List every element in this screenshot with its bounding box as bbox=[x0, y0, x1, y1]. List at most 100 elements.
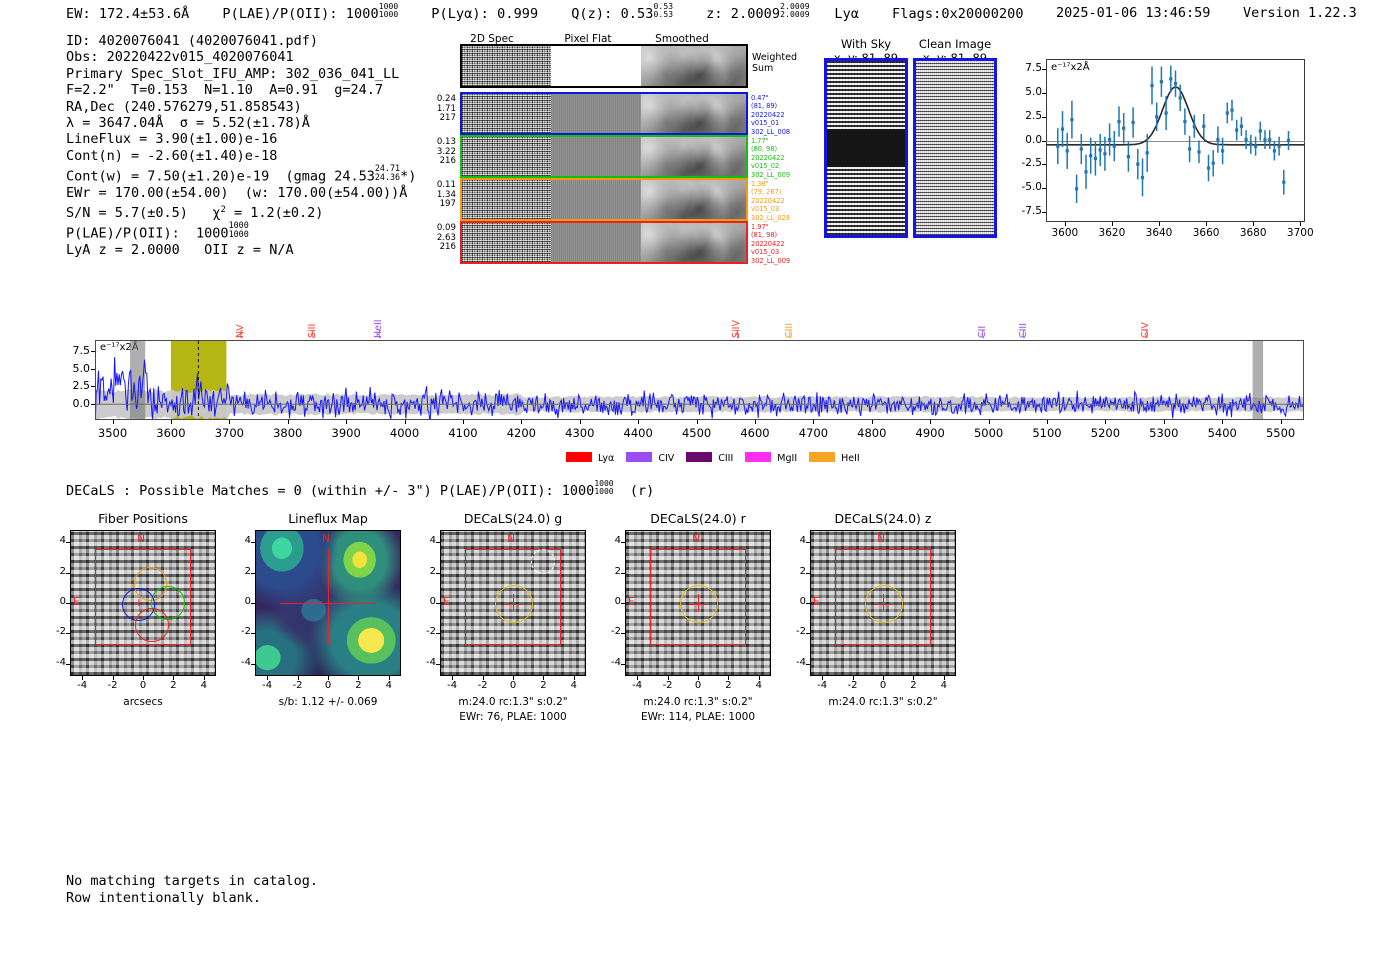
info-continuum-wide: Cont(w) = 7.50(±1.20)e-19 (gmag 24.53 24.… bbox=[66, 163, 417, 185]
cutout-ytick: -4 bbox=[796, 656, 806, 668]
spectrum-xtick: 4100 bbox=[448, 426, 478, 440]
spec2d-row-raw bbox=[462, 180, 552, 219]
emission-plot-xtick: 3640 bbox=[1145, 227, 1173, 239]
header-z-range: 2.0009 2.0009 bbox=[780, 2, 810, 19]
cutout-xtick: -2 bbox=[662, 680, 673, 691]
info-id: ID: 4020076041 (4020076041.pdf) bbox=[66, 33, 318, 49]
info-ewr: EWr = 170.00(±54.00) (w: 170.00(±54.00))… bbox=[66, 185, 408, 202]
cutout-xtick: 2 bbox=[355, 680, 362, 691]
spectrum-line-tick-0: { bbox=[238, 330, 244, 340]
emission-plot-xtick: 3680 bbox=[1239, 227, 1267, 239]
spec2d-metric: 3.22 bbox=[436, 146, 456, 157]
emission-plot-ytick-mark bbox=[1042, 164, 1046, 166]
cutout-ytick: 4 bbox=[799, 535, 806, 547]
spec2d-weighted-sum-row bbox=[460, 44, 748, 88]
cutout-caption-4-2: EWr: 114, PLAE: 1000 bbox=[640, 711, 756, 723]
spectrum-xtick: 5400 bbox=[1207, 426, 1237, 440]
cutout-xtick: -4 bbox=[447, 680, 458, 691]
header-plya: P(Lyα): 0.999 bbox=[431, 6, 539, 22]
spec2d-row-1 bbox=[460, 92, 748, 135]
cutout-title-1: Fiber Positions bbox=[98, 511, 188, 526]
cutout-ytick: 2 bbox=[244, 565, 251, 577]
fiber-circle-4 bbox=[134, 608, 169, 642]
spectrum-ytick-mark bbox=[91, 368, 95, 370]
cutout-xtick: 0 bbox=[139, 680, 147, 691]
spec2d-meta: 20220422 bbox=[751, 153, 785, 162]
spec2d-title-3: Smoothed bbox=[655, 33, 709, 45]
detection-info-block: ID: 4020076041 (4020076041.pdf) Obs: 202… bbox=[66, 33, 416, 258]
cutout-ytick-mark bbox=[251, 663, 255, 665]
cutout-caption-3-2: EWr: 76, PLAE: 1000 bbox=[459, 711, 567, 723]
aperture-cross-v-3 bbox=[513, 594, 514, 612]
emission-plot-xtick-mark bbox=[1206, 222, 1208, 226]
spec2d-title-2: Pixel Flat bbox=[564, 33, 612, 45]
legend-swatch-Lyα bbox=[566, 452, 592, 462]
info-lineflux: LineFlux = 3.90(±1.00)e-16 bbox=[66, 131, 278, 148]
spectrum-xtick-mark bbox=[404, 420, 406, 424]
spec2d-metric: 217 bbox=[439, 113, 456, 124]
emission-plot-ytick: -5.0 bbox=[1021, 180, 1043, 193]
info-seeing: F=2.2" T=0.153 N=1.10 A=0.91 g=24.7 bbox=[66, 82, 383, 99]
cutout-ytick: -4 bbox=[56, 656, 66, 668]
spectrum-xtick: 4300 bbox=[565, 426, 595, 440]
cutout-region-box-4 bbox=[649, 548, 747, 646]
spec2d-row-3 bbox=[460, 178, 748, 221]
spec2d-row-4 bbox=[460, 221, 748, 264]
spectrum-xtick: 3700 bbox=[214, 426, 244, 440]
spec2d-meta: v015_03 bbox=[751, 248, 780, 257]
spec2d-row-flat bbox=[551, 94, 641, 133]
spec2d-meta: (80, 98) bbox=[751, 145, 778, 154]
cutout-xtick-mark bbox=[203, 676, 205, 680]
header-qz-range: 0.53 0.53 bbox=[653, 2, 674, 19]
cutout-ytick: 2 bbox=[614, 565, 621, 577]
cutout-xtick: 4 bbox=[755, 680, 763, 691]
cutout-ytick: 0 bbox=[59, 596, 66, 607]
spec2d-row-meta-1: 0.47" (81, 89) 20220422 v015_01 302_LL_008 bbox=[751, 94, 813, 136]
cutout-xtick: 0 bbox=[879, 680, 887, 691]
spec2d-metric: 197 bbox=[439, 199, 456, 210]
emission-plot-xtick: 3660 bbox=[1192, 227, 1220, 239]
catalog-source-circle bbox=[530, 548, 556, 574]
spectrum-ytick: 7.5 bbox=[72, 343, 91, 357]
cutout-ytick-mark bbox=[621, 542, 625, 544]
footer-line-2: Row intentionally blank. bbox=[66, 890, 262, 906]
cutout-ytick: -2 bbox=[56, 626, 66, 638]
info-continuum-narrow: Cont(n) = -2.60(±1.40)e-18 bbox=[66, 147, 278, 164]
emission-plot-ytick-mark bbox=[1042, 187, 1046, 189]
spectrum-xtick-mark bbox=[229, 420, 231, 424]
legend-label-MgII: MgII bbox=[777, 453, 798, 464]
cutout-ytick: -2 bbox=[241, 626, 251, 638]
clean-image bbox=[913, 58, 997, 238]
spectrum-xtick: 4900 bbox=[915, 426, 945, 440]
emission-plot-ytick: -7.5 bbox=[1021, 204, 1043, 217]
spec2d-metric: 0.13 bbox=[436, 137, 456, 147]
aperture-cross-h-5 bbox=[874, 603, 892, 605]
cutout-xtick-mark bbox=[698, 676, 699, 680]
spectrum-xtick: 5500 bbox=[1265, 426, 1296, 440]
cutout-xtick-mark bbox=[667, 676, 669, 680]
legend-entry-CIV: CIV bbox=[626, 452, 674, 464]
spec2d-meta: 1.36" bbox=[751, 180, 769, 188]
emission-plot-data bbox=[1046, 65, 1305, 203]
spec2d-metric: 0.11 bbox=[436, 180, 456, 190]
cutout-xtick-mark bbox=[358, 676, 360, 680]
compass-east-1: E bbox=[73, 595, 80, 608]
cutout-xtick: -2 bbox=[107, 680, 118, 691]
spectrum-line-tick-3: { bbox=[734, 330, 741, 340]
cutout-ytick: 4 bbox=[244, 535, 251, 547]
cutout-ytick-mark bbox=[806, 572, 810, 574]
aperture-cross-h-3 bbox=[504, 603, 522, 605]
emission-plot-ytick: 0.0 bbox=[1025, 133, 1042, 146]
sky-panel-title-1: With Sky bbox=[840, 37, 892, 51]
info-snr-chi2: S/N = 5.7(±0.5) χ2 = 1.2(±0.2) bbox=[66, 204, 324, 221]
spectrum-ytick-mark bbox=[91, 386, 95, 388]
aperture-cross-v-5 bbox=[883, 594, 884, 612]
cutout-ytick: 4 bbox=[429, 535, 436, 547]
spectrum-xtick: 4600 bbox=[740, 426, 770, 440]
cutout-ytick: 2 bbox=[59, 565, 66, 577]
cutout-xtick: -2 bbox=[477, 680, 488, 691]
cutout-ytick: 2 bbox=[799, 565, 806, 577]
cutout-ytick: -4 bbox=[426, 656, 436, 668]
compass-north-3: N bbox=[507, 533, 516, 545]
cutout-ytick-mark bbox=[806, 633, 810, 635]
